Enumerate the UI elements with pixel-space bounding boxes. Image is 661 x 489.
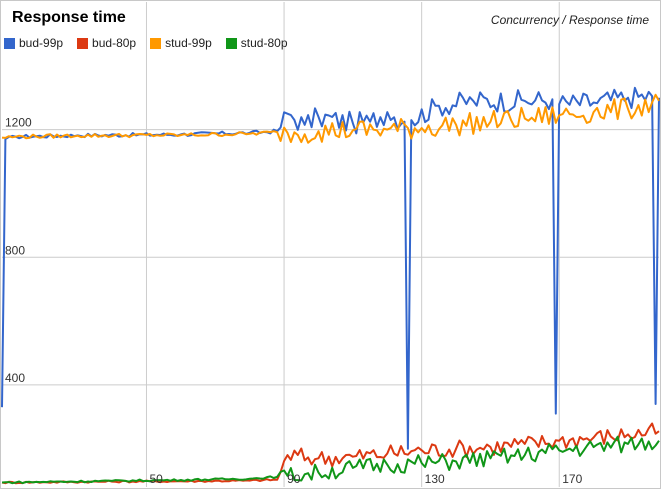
series-layer [1, 86, 660, 485]
x-tick-label: 130 [425, 472, 445, 486]
series-line-bud-99p [1, 86, 660, 450]
legend-swatch [4, 37, 15, 49]
tick-labels-layer: 50 90 130 170 400 800 1200 [5, 116, 583, 486]
x-tick-label: 170 [562, 472, 582, 486]
y-tick-label: 1200 [5, 116, 32, 130]
legend-swatch [150, 37, 162, 49]
chart-title: Response time [12, 9, 126, 26]
legend-item-bud-80p: bud-80p [77, 36, 136, 50]
chart-subtitle: Concurrency / Response time [490, 13, 649, 27]
legend-swatch [77, 37, 89, 49]
legend: bud-99p bud-80p stud-99p stud-80p [4, 36, 288, 50]
legend-item-stud-99p: stud-99p [150, 36, 212, 50]
legend-label: bud-99p [19, 36, 64, 50]
y-tick-label: 800 [5, 243, 25, 257]
x-tick-label: 50 [149, 472, 163, 486]
series-line-stud-99p [1, 93, 660, 144]
legend-label: stud-99p [165, 36, 212, 50]
series-line-stud-80p [1, 435, 660, 485]
legend-label: bud-80p [92, 36, 137, 50]
x-tick-label: 90 [287, 472, 301, 486]
legend-label: stud-80p [240, 36, 288, 50]
y-tick-label: 400 [5, 371, 25, 385]
legend-swatch [225, 37, 237, 49]
legend-item-bud-99p: bud-99p [4, 36, 63, 50]
legend-item-stud-80p: stud-80p [225, 36, 288, 50]
